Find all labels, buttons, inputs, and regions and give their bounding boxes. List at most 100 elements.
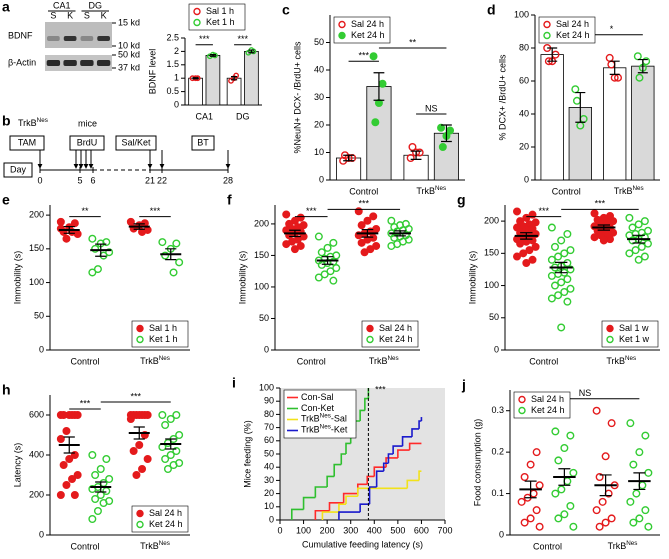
data-point	[161, 455, 170, 464]
data-point	[526, 460, 535, 469]
day-label: 5	[77, 175, 82, 185]
y-axis-label: Immobility (s)	[12, 251, 22, 305]
data-point	[161, 251, 170, 260]
legend-marker	[338, 20, 346, 29]
step-segment	[373, 466, 387, 477]
text-part: TrkB	[416, 186, 435, 196]
row-label: BDNF	[8, 30, 33, 40]
data-point	[563, 275, 572, 284]
blot-bdnf	[45, 22, 112, 48]
step-segment	[340, 453, 346, 465]
data-point	[554, 291, 563, 300]
y-tick-label: 40	[519, 108, 529, 118]
superscript: Nes	[320, 424, 331, 431]
legend-label: Sal 1 h	[206, 6, 234, 16]
error-bar	[289, 229, 301, 238]
data-point	[91, 495, 100, 504]
data-point	[569, 468, 578, 477]
error-bar	[133, 223, 145, 230]
data-point	[323, 243, 332, 252]
error-bar	[373, 72, 385, 101]
data-point	[161, 421, 170, 430]
y-tick-label: 0	[39, 529, 44, 539]
data-point	[625, 213, 634, 222]
error-bar	[231, 75, 238, 81]
data-point	[65, 455, 74, 464]
data-point	[535, 481, 544, 490]
data-point	[557, 323, 566, 332]
x-tick-label: DG	[236, 111, 250, 121]
data-point	[320, 270, 329, 279]
panel-letter: e	[2, 192, 10, 208]
data-point	[609, 228, 618, 237]
y-tick-label: 90	[264, 396, 274, 406]
data-point	[166, 451, 175, 460]
error-bar	[520, 232, 533, 240]
y-tick-label: 50	[489, 312, 499, 322]
x-tick-label: TrkBNes	[416, 185, 446, 196]
data-point	[166, 415, 175, 424]
significance-label: ***	[237, 34, 248, 44]
data-point	[590, 233, 599, 242]
legend-marker	[366, 324, 374, 333]
day-label: 22	[157, 175, 167, 185]
y-tick-label: 200	[484, 215, 499, 225]
panel-letter: c	[282, 2, 290, 18]
legend-label: Sal 24 h	[531, 394, 564, 404]
error-bar	[165, 438, 177, 450]
x-tick-label: Control	[529, 356, 558, 366]
data-point	[172, 239, 181, 248]
data-point	[550, 242, 559, 251]
legend-label: Sal 24 h	[149, 508, 182, 518]
data-point	[628, 236, 637, 245]
y-tick-label: 0.5	[166, 86, 179, 96]
error-bar	[343, 154, 354, 162]
significance-label: ***	[150, 206, 161, 216]
data-point	[563, 477, 572, 486]
data-point	[360, 248, 369, 257]
data-point	[640, 217, 649, 226]
panel-letter: h	[2, 382, 11, 398]
data-point	[62, 427, 71, 436]
text-part: TrkB	[369, 356, 388, 366]
step-segment	[338, 503, 346, 513]
step-segment	[326, 475, 335, 487]
error-bar	[554, 261, 568, 274]
region-label: DG	[89, 0, 103, 10]
superscript: Nes	[632, 185, 643, 192]
data-point	[372, 241, 381, 250]
event-box	[191, 135, 215, 151]
x-tick-label: 500	[390, 525, 405, 535]
data-point	[643, 239, 652, 248]
lane-label: K	[101, 10, 107, 20]
x-tick-label: Control	[552, 186, 581, 196]
data-point	[314, 232, 323, 241]
day-label: 0	[37, 175, 42, 185]
blot-actin	[45, 55, 112, 71]
data-point	[601, 452, 610, 461]
event-box	[69, 135, 105, 151]
x-tick-label: 700	[437, 525, 452, 535]
x-tick-label: 0	[277, 525, 282, 535]
data-point	[560, 288, 569, 297]
x-tick-label: Control	[533, 541, 562, 551]
step-segment	[385, 457, 398, 468]
data-point	[56, 217, 65, 226]
data-point	[641, 506, 650, 515]
data-point	[369, 212, 378, 221]
data-point	[525, 246, 534, 255]
data-point	[644, 468, 653, 477]
data-point	[314, 273, 323, 282]
panel-letter: b	[2, 113, 11, 129]
superscript: Nes	[320, 413, 331, 420]
panel-letter: d	[487, 2, 496, 18]
data-point	[599, 236, 608, 245]
data-point	[369, 52, 378, 61]
data-point	[516, 239, 525, 248]
day-box	[3, 162, 33, 178]
panel-letter: a	[2, 0, 10, 15]
y-tick-label: 20	[519, 141, 529, 151]
data-point	[91, 471, 100, 480]
